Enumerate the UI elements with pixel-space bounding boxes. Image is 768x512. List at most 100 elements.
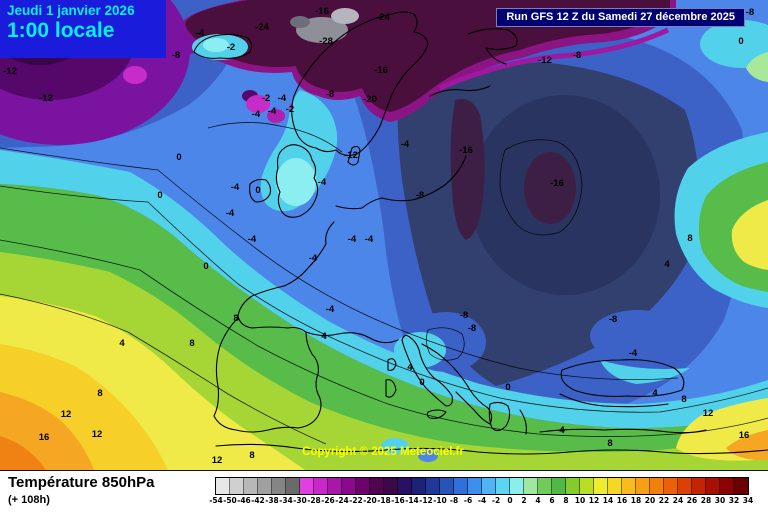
colorbar-tick: -34 xyxy=(279,496,293,505)
temperature-label: 8 xyxy=(97,388,102,399)
forecast-date: Jeudi 1 janvier 2026 xyxy=(7,3,135,18)
temperature-label: 16 xyxy=(39,432,50,443)
colorbar-tick: -18 xyxy=(377,496,391,505)
colorbar-tick: 8 xyxy=(563,496,569,505)
colorbar-cell xyxy=(398,478,412,494)
colorbar-cell xyxy=(300,478,314,494)
colorbar-ticks: -54 -50 -46 -42 -38 -34 -30 -28 -26 -24 -22 -20 -18-… xyxy=(209,496,753,507)
colorbar-cell xyxy=(412,478,426,494)
colorbar-tick: -30 xyxy=(293,496,307,505)
temperature-label: -4 xyxy=(629,348,638,359)
colorbar-tick: 18 xyxy=(630,496,642,505)
temperature-label: 8 xyxy=(687,233,692,244)
colorbar-cell xyxy=(678,478,692,494)
isotherm-contours xyxy=(0,122,768,445)
colorbar-tick: 4 xyxy=(535,496,541,505)
colorbar-tick: 6 xyxy=(549,496,555,505)
temperature-label: -24 xyxy=(376,12,390,23)
colorbar-cell xyxy=(580,478,594,494)
colorbar-tick: -16 xyxy=(391,496,405,505)
colorbar-tick: -12 xyxy=(419,496,433,505)
colorbar-tick: -4 xyxy=(477,496,487,505)
temperature-label: -2 xyxy=(227,42,235,53)
colorbar-tick: -38 xyxy=(265,496,279,505)
colorbar-cell xyxy=(230,478,244,494)
temperature-label: -2 xyxy=(262,93,270,104)
temperature-label: 0 xyxy=(738,36,743,47)
temperature-label: 4 xyxy=(407,362,413,373)
colorbar-cell xyxy=(692,478,706,494)
colorbar-tick: -20 xyxy=(363,496,377,505)
temperature-label: 0 xyxy=(203,261,208,272)
temperature-label: 4 xyxy=(664,259,670,270)
parameter-title: Température 850hPa xyxy=(8,474,155,491)
temperature-label: -4 xyxy=(268,106,277,117)
colorbar-cell xyxy=(328,478,342,494)
temperature-label: 0 xyxy=(176,152,181,163)
colorbar-tick: 22 xyxy=(658,496,670,505)
colorbar-tick: 12 xyxy=(588,496,600,505)
temperature-label: -4 xyxy=(318,177,327,188)
temperature-scale: -54 -50 -46 -42 -38 -34 -30 -28 -26 -24 -22 -20 -18-… xyxy=(209,477,753,507)
colorbar-tick: -2 xyxy=(491,496,501,505)
colorbar-tick: 10 xyxy=(574,496,586,505)
temperature-label: -4 xyxy=(348,234,357,245)
temperature-label: 12 xyxy=(92,429,103,440)
colorbar-cell xyxy=(594,478,608,494)
colorbar-cell xyxy=(636,478,650,494)
temperature-label: -28 xyxy=(319,36,333,47)
temperature-label: 16 xyxy=(739,430,750,441)
colorbar-tick: -6 xyxy=(463,496,473,505)
temperature-label: -4 xyxy=(326,304,335,315)
temperature-label: -8 xyxy=(460,310,468,321)
colorbar-tick: -8 xyxy=(449,496,459,505)
temperature-label: 4 xyxy=(321,331,327,342)
colorbar-tick: -42 xyxy=(251,496,265,505)
temperature-label: 4 xyxy=(559,425,565,436)
temperature-label: -24 xyxy=(255,22,269,33)
colorbar-cell xyxy=(454,478,468,494)
temperature-label: -8 xyxy=(746,7,754,18)
temperature-label: 4 xyxy=(119,338,125,349)
colorbar-tick: 34 xyxy=(742,496,754,505)
temperature-label: -12 xyxy=(344,150,358,161)
colorbar-cell xyxy=(734,478,748,494)
temperature-label: -12 xyxy=(39,93,53,104)
colorbar-cell xyxy=(468,478,482,494)
temperature-label: -4 xyxy=(278,93,287,104)
colorbar-tick: -10 xyxy=(433,496,447,505)
model-run-info: Run GFS 12 Z du Samedi 27 décembre 2025 xyxy=(496,8,745,27)
colorbar-cell xyxy=(552,478,566,494)
temperature-label: -4 xyxy=(365,234,374,245)
colorbar-tick: 24 xyxy=(672,496,684,505)
temperature-label: -4 xyxy=(252,109,261,120)
temperature-label: -4 xyxy=(309,253,318,264)
temperature-labels-layer: -4-2-24-16-24-28-16-20-8-2 -4-4 -4 -2-12-12… xyxy=(3,6,754,466)
temperature-label: -4 xyxy=(226,208,235,219)
colorbar-tick: 30 xyxy=(714,496,726,505)
forecast-local-time: 1:00 locale xyxy=(7,19,115,42)
colorbar-tick: -24 xyxy=(335,496,349,505)
colorbar-tick: -28 xyxy=(307,496,321,505)
colorbar-cell xyxy=(356,478,370,494)
temperature-label: 4 xyxy=(652,388,658,399)
temperature-label: -8 xyxy=(468,323,476,334)
colorbar-cell xyxy=(384,478,398,494)
colorbar-cell xyxy=(496,478,510,494)
temperature-label: -4 xyxy=(401,139,410,150)
weather-map[interactable]: -4 -2 -24 -16 -24 -28 -16 -20 -8 -2 -4 -4 -4 -2 -12 -12… xyxy=(0,0,768,470)
colorbar-tick: -26 xyxy=(321,496,335,505)
temperature-label: -4 xyxy=(196,28,205,39)
colorbar-tick: 32 xyxy=(728,496,740,505)
temperature-label: 8 xyxy=(607,438,612,449)
temperature-label: -16 xyxy=(374,65,388,76)
colorbar-cell xyxy=(370,478,384,494)
temperature-label: 0 xyxy=(505,382,510,393)
colorbar-cell xyxy=(566,478,580,494)
copyright-text: Copyright © 2025 Meteociel.fr xyxy=(302,446,464,458)
colorbar-cell xyxy=(608,478,622,494)
colorbar-cell xyxy=(482,478,496,494)
weather-map-svg: -4-2-24-16-24-28-16-20-8-2 -4-4 -4 -2-12-12… xyxy=(0,0,768,470)
temperature-label: 8 xyxy=(681,394,686,405)
temperature-label: -16 xyxy=(315,6,329,17)
